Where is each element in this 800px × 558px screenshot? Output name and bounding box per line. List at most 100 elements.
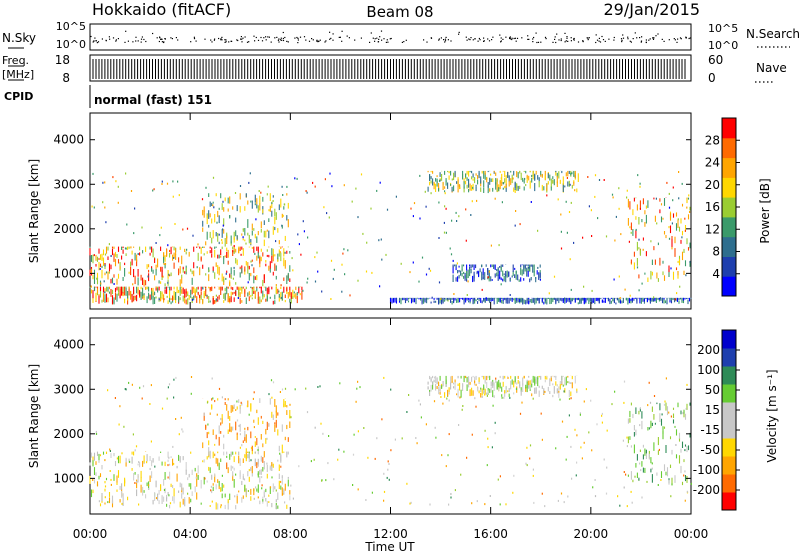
echo-point — [333, 478, 335, 481]
noise-point — [377, 41, 380, 43]
echo-point — [328, 216, 330, 219]
noise-point — [566, 37, 568, 39]
noise-point — [242, 37, 244, 39]
echo-point — [490, 173, 492, 176]
noise-point — [163, 41, 165, 44]
noise-point — [587, 37, 589, 39]
echo-point — [618, 275, 620, 278]
echo-point — [118, 423, 120, 426]
noise-point — [297, 39, 299, 41]
noise-point — [513, 37, 515, 40]
echo-point — [365, 270, 368, 273]
nave-tick-top: 60 — [708, 53, 723, 67]
echo-point — [182, 228, 184, 231]
echo-point — [454, 489, 456, 492]
noise-point — [265, 36, 267, 38]
echo-point — [640, 469, 642, 472]
echo-point — [628, 240, 630, 243]
noise-point — [240, 38, 242, 40]
echo-point — [494, 421, 496, 424]
echo-point — [629, 294, 631, 297]
echo-point — [684, 449, 686, 452]
echo-point — [681, 236, 683, 239]
echo-point — [421, 256, 424, 259]
echo-point — [495, 377, 497, 380]
echo-point — [409, 271, 411, 274]
noise-point — [634, 32, 636, 34]
echo-point — [109, 470, 111, 472]
noise-point — [629, 40, 631, 42]
noise-point — [316, 39, 318, 41]
echo-point — [576, 461, 578, 464]
echo-point — [670, 495, 672, 498]
echo-point — [448, 399, 450, 402]
noise-point — [492, 36, 494, 38]
echo-point — [329, 172, 331, 175]
noise-point — [535, 32, 537, 34]
noise-point — [511, 37, 513, 39]
echo-point — [563, 501, 565, 504]
echo-point — [216, 298, 218, 301]
echo-point — [173, 462, 175, 465]
echo-point — [136, 480, 138, 483]
echo-point — [634, 475, 636, 478]
echo-point — [636, 266, 639, 269]
echo-point — [638, 289, 640, 292]
echo-point — [332, 277, 334, 280]
echo-point — [626, 445, 628, 448]
noise-point — [444, 41, 446, 43]
noise-point — [246, 41, 249, 43]
echo-point — [611, 193, 614, 196]
echo-point — [561, 420, 564, 423]
noise-point — [668, 39, 670, 41]
echo-point — [618, 187, 620, 190]
noise-point — [325, 40, 327, 42]
x-tick-label: 00:00 — [674, 527, 709, 541]
noise-point — [582, 41, 584, 43]
noise-point — [145, 40, 147, 43]
echo-point — [376, 437, 378, 440]
echo-point — [286, 185, 288, 188]
echo-point — [239, 185, 242, 187]
echo-point — [186, 248, 188, 251]
echo-point — [601, 412, 603, 415]
echo-point — [565, 200, 567, 203]
echo-point — [242, 236, 244, 239]
echo-point — [131, 383, 133, 386]
echo-point — [526, 446, 528, 449]
noise-point — [505, 36, 507, 38]
cpid-label: CPID — [4, 90, 33, 103]
echo-point — [409, 502, 411, 505]
echo-point — [279, 391, 281, 393]
noise-point — [379, 36, 381, 38]
echo-point — [357, 430, 359, 433]
x-axis-label: Time UT — [364, 540, 415, 554]
noise-point — [509, 37, 511, 39]
y-tick-label: 2000 — [53, 427, 84, 441]
echo-point — [387, 460, 389, 463]
echo-point — [647, 404, 649, 407]
echo-point — [611, 403, 613, 406]
noise-point — [115, 40, 117, 42]
echo-point — [211, 377, 213, 380]
echo-point — [415, 437, 417, 439]
echo-point — [383, 490, 386, 493]
noise-point — [403, 41, 405, 43]
noise-point — [640, 40, 643, 42]
echo-point — [445, 231, 447, 234]
noise-point — [554, 38, 556, 40]
echo-point — [109, 448, 111, 451]
echo-point — [668, 206, 671, 209]
echo-point — [232, 277, 234, 280]
noise-point — [214, 38, 216, 40]
echo-point — [96, 277, 98, 280]
echo-point — [353, 433, 355, 436]
noise-point — [641, 36, 643, 38]
echo-point — [445, 207, 447, 210]
colorbar-tick-label: 24 — [705, 156, 720, 170]
noise-point — [263, 37, 265, 39]
echo-point — [657, 484, 659, 486]
echo-point — [620, 233, 622, 236]
echo-point — [104, 291, 106, 294]
freq-tick-top: 18 — [55, 53, 70, 67]
